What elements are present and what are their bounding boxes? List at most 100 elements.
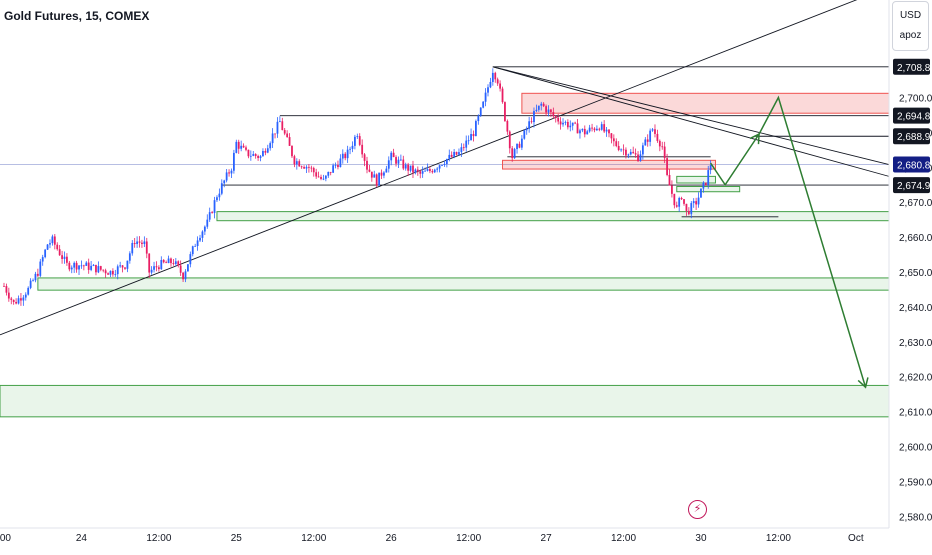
- candle-body: [516, 143, 518, 150]
- currency-selector[interactable]: USD apoz: [892, 1, 929, 51]
- price-label-bg: [893, 128, 930, 145]
- candle-body: [126, 260, 129, 269]
- projection-path[interactable]: [710, 95, 867, 388]
- candle-body: [605, 129, 608, 132]
- resistance-zone-1[interactable]: [502, 159, 716, 170]
- candle-body: [228, 172, 230, 174]
- candle-body: [22, 297, 25, 301]
- candle-body: [61, 255, 63, 259]
- candle-body: [496, 79, 499, 84]
- candle-body: [264, 151, 267, 153]
- candle-body: [520, 138, 523, 148]
- candle-body: [145, 241, 148, 254]
- candle-body: [583, 128, 586, 135]
- candle-body: [155, 266, 158, 268]
- candle-body: [53, 236, 56, 245]
- candle-body: [172, 263, 175, 264]
- support-zone-4[interactable]: [0, 384, 890, 418]
- candle-body: [138, 241, 141, 243]
- candle-body: [501, 88, 504, 103]
- candle-body: [610, 133, 613, 139]
- candle-body: [525, 128, 528, 131]
- candle-body: [337, 165, 339, 168]
- candle-body: [649, 130, 652, 142]
- candle-body: [675, 205, 678, 207]
- candle-body: [288, 137, 291, 146]
- candle-body: [692, 201, 695, 204]
- candle-body: [475, 121, 477, 137]
- x-tick-label: 26: [386, 533, 398, 544]
- candle-body: [429, 169, 431, 172]
- user-label: apoz: [899, 30, 922, 41]
- candle-body: [63, 256, 66, 259]
- candle-body: [542, 103, 545, 107]
- candle-body: [196, 240, 199, 247]
- candle-body: [160, 259, 163, 270]
- candle-body: [233, 152, 235, 171]
- candle-body: [242, 145, 245, 148]
- candle-body: [540, 103, 543, 106]
- candle-body: [329, 171, 332, 173]
- candle-body: [92, 264, 95, 266]
- candle-body: [34, 273, 37, 281]
- candle-body: [332, 165, 335, 173]
- candle-body: [257, 156, 259, 158]
- candle-body: [666, 158, 668, 175]
- candle-body: [36, 273, 39, 276]
- resistance-zone-0[interactable]: [521, 92, 890, 114]
- support-zone-2[interactable]: [216, 211, 890, 222]
- candle-body: [339, 158, 342, 168]
- candles-layer: [3, 68, 712, 306]
- candle-body: [535, 109, 538, 112]
- candle-body: [308, 166, 310, 168]
- candle-body: [608, 129, 610, 134]
- candle-body: [95, 264, 97, 273]
- candle-body: [518, 143, 521, 148]
- candle-body: [104, 270, 107, 274]
- candle-body: [559, 121, 562, 125]
- candle-body: [218, 193, 221, 198]
- candle-body: [579, 130, 581, 134]
- candle-body: [412, 165, 414, 173]
- trendline-0[interactable]: [0, 0, 866, 336]
- price-label-bg: [893, 107, 930, 124]
- candle-body: [99, 266, 102, 270]
- candle-body: [223, 180, 226, 184]
- candle-body: [658, 140, 661, 147]
- candle-body: [107, 273, 109, 275]
- support-zone-5[interactable]: [676, 175, 716, 184]
- candle-body: [656, 133, 659, 141]
- candle-body: [690, 203, 693, 215]
- x-tick-label: Oct: [848, 533, 864, 544]
- candle-body: [274, 133, 276, 135]
- candle-body: [385, 168, 388, 173]
- candle-body: [598, 128, 601, 130]
- symbol-title: Gold Futures, 15, COMEX: [4, 9, 150, 23]
- candle-body: [177, 261, 180, 266]
- candle-body: [203, 226, 206, 232]
- candle-body: [334, 165, 337, 166]
- candle-body: [70, 267, 73, 270]
- candle-body: [370, 171, 373, 178]
- candle-body: [201, 231, 204, 238]
- x-tick-label: 12:00: [456, 533, 481, 544]
- y-tick-label: 2,660.0: [899, 233, 932, 244]
- support-zone-3[interactable]: [37, 277, 890, 291]
- candle-body: [448, 154, 451, 160]
- candle-body: [143, 241, 146, 244]
- candle-body: [588, 127, 591, 132]
- currency-label: USD: [899, 10, 922, 21]
- price-label: 2,688.9: [897, 132, 931, 143]
- candle-body: [266, 148, 269, 153]
- candle-body: [390, 152, 393, 161]
- trendline-2[interactable]: [492, 66, 890, 177]
- candle-body: [533, 111, 535, 123]
- candle-body: [639, 154, 642, 162]
- candle-body: [470, 134, 472, 141]
- candle-body: [528, 121, 531, 129]
- candle-body: [102, 269, 105, 271]
- candle-body: [671, 185, 673, 194]
- candle-body: [600, 124, 603, 130]
